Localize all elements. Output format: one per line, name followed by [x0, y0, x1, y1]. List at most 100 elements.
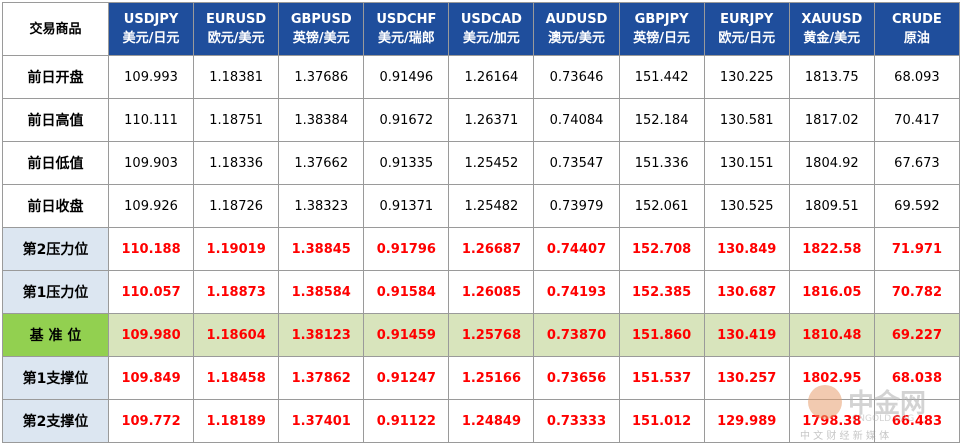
- value-cell: 1.37862: [278, 356, 365, 400]
- value-cell: 152.184: [618, 98, 705, 142]
- column-code: CRUDE: [892, 12, 942, 27]
- column-code: USDJPY: [123, 12, 179, 27]
- column-header: EURUSD 欧元/美元: [193, 2, 280, 56]
- row-label: 前日低值: [2, 141, 109, 185]
- table-row: 第2压力位 110.188 1.19019 1.38845 0.91796 1.26687…: [2, 227, 961, 271]
- column-code: GBPJPY: [634, 12, 689, 27]
- value-cell: 1.18604: [193, 313, 280, 357]
- value-cell: 130.151: [703, 141, 790, 185]
- value-cell: 1.25166: [448, 356, 535, 400]
- column-name: 美元/日元: [122, 31, 180, 46]
- value-cell: 1.37401: [278, 399, 365, 443]
- value-cell: 1.37686: [278, 55, 365, 99]
- value-cell: 1.38584: [278, 270, 365, 314]
- column-name: 黄金/美元: [803, 31, 861, 46]
- value-cell: 151.860: [618, 313, 705, 357]
- value-cell: 1.25482: [448, 184, 535, 228]
- value-cell: 151.442: [618, 55, 705, 99]
- value-cell: 1798.38: [788, 399, 875, 443]
- value-cell: 0.73547: [533, 141, 620, 185]
- value-cell: 0.74407: [533, 227, 620, 271]
- table-row: 前日低值 109.903 1.18336 1.37662 0.91335 1.25452 0…: [2, 141, 961, 185]
- value-cell: 1.26164: [448, 55, 535, 99]
- value-cell: 110.188: [107, 227, 195, 271]
- column-code: EURJPY: [720, 12, 774, 27]
- table-row: 第1压力位 110.057 1.18873 1.38584 0.91584 1.26085…: [2, 270, 961, 314]
- value-cell: 130.525: [703, 184, 790, 228]
- value-cell: 1.38845: [278, 227, 365, 271]
- value-cell: 1.18336: [193, 141, 280, 185]
- value-cell: 1.18751: [193, 98, 280, 142]
- value-cell: 130.581: [703, 98, 790, 142]
- value-cell: 0.73646: [533, 55, 620, 99]
- value-cell: 1.18458: [193, 356, 280, 400]
- row-label: 第2压力位: [2, 227, 109, 271]
- value-cell: 70.782: [873, 270, 961, 314]
- value-cell: 1.38123: [278, 313, 365, 357]
- value-cell: 109.903: [107, 141, 195, 185]
- value-cell: 0.91796: [363, 227, 450, 271]
- value-cell: 69.227: [873, 313, 961, 357]
- value-cell: 130.849: [703, 227, 790, 271]
- value-cell: 1.25768: [448, 313, 535, 357]
- value-cell: 1.37662: [278, 141, 365, 185]
- value-cell: 0.91122: [363, 399, 450, 443]
- value-cell: 109.772: [107, 399, 195, 443]
- value-cell: 71.971: [873, 227, 961, 271]
- column-header: USDCHF 美元/瑞郎: [363, 2, 450, 56]
- value-cell: 66.483: [873, 399, 961, 443]
- value-cell: 130.419: [703, 313, 790, 357]
- value-cell: 109.980: [107, 313, 195, 357]
- value-cell: 151.537: [618, 356, 705, 400]
- value-cell: 0.73979: [533, 184, 620, 228]
- column-header: EURJPY 欧元/日元: [703, 2, 790, 56]
- row-label: 前日收盘: [2, 184, 109, 228]
- column-name: 欧元/美元: [207, 31, 265, 46]
- row-label: 前日高值: [2, 98, 109, 142]
- value-cell: 130.225: [703, 55, 790, 99]
- column-code: AUDUSD: [545, 12, 608, 27]
- value-cell: 1.24849: [448, 399, 535, 443]
- value-cell: 1.38323: [278, 184, 365, 228]
- value-cell: 0.74193: [533, 270, 620, 314]
- column-header: GBPUSD 英镑/美元: [278, 2, 365, 56]
- row-label: 第2支撑位: [2, 399, 109, 443]
- value-cell: 0.73333: [533, 399, 620, 443]
- value-cell: 0.91335: [363, 141, 450, 185]
- value-cell: 1813.75: [788, 55, 875, 99]
- table-body: 前日开盘 109.993 1.18381 1.37686 0.91496 1.26164 0…: [2, 55, 961, 443]
- column-name: 英镑/美元: [292, 31, 350, 46]
- value-cell: 130.687: [703, 270, 790, 314]
- value-cell: 0.91371: [363, 184, 450, 228]
- value-cell: 0.91247: [363, 356, 450, 400]
- table-head: 交易商品 USDJPY 美元/日元 EURUSD 欧元/美元 GBPUSD 英镑/美元 US…: [2, 2, 961, 56]
- column-code: USDCHF: [376, 12, 437, 27]
- row-label: 基 准 位: [2, 313, 109, 357]
- value-cell: 152.061: [618, 184, 705, 228]
- value-cell: 1.25452: [448, 141, 535, 185]
- column-name: 美元/加元: [463, 31, 520, 46]
- value-cell: 1822.58: [788, 227, 875, 271]
- value-cell: 70.417: [873, 98, 961, 142]
- column-header: USDCAD 美元/加元: [448, 2, 535, 56]
- corner-cell: 交易商品: [2, 2, 109, 56]
- value-cell: 1802.95: [788, 356, 875, 400]
- value-cell: 69.592: [873, 184, 961, 228]
- value-cell: 1.18726: [193, 184, 280, 228]
- value-cell: 129.989: [703, 399, 790, 443]
- value-cell: 67.673: [873, 141, 961, 185]
- value-cell: 152.708: [618, 227, 705, 271]
- value-cell: 0.73870: [533, 313, 620, 357]
- value-cell: 109.993: [107, 55, 195, 99]
- value-cell: 151.012: [618, 399, 705, 443]
- column-code: USDCAD: [460, 12, 522, 27]
- row-label: 第1支撑位: [2, 356, 109, 400]
- column-header: USDJPY 美元/日元: [107, 2, 195, 56]
- column-name: 澳元/美元: [548, 31, 605, 46]
- value-cell: 1810.48: [788, 313, 875, 357]
- column-name: 美元/瑞郎: [377, 31, 435, 46]
- value-cell: 68.093: [873, 55, 961, 99]
- table-row: 前日高值 110.111 1.18751 1.38384 0.91672 1.26371 0…: [2, 98, 961, 142]
